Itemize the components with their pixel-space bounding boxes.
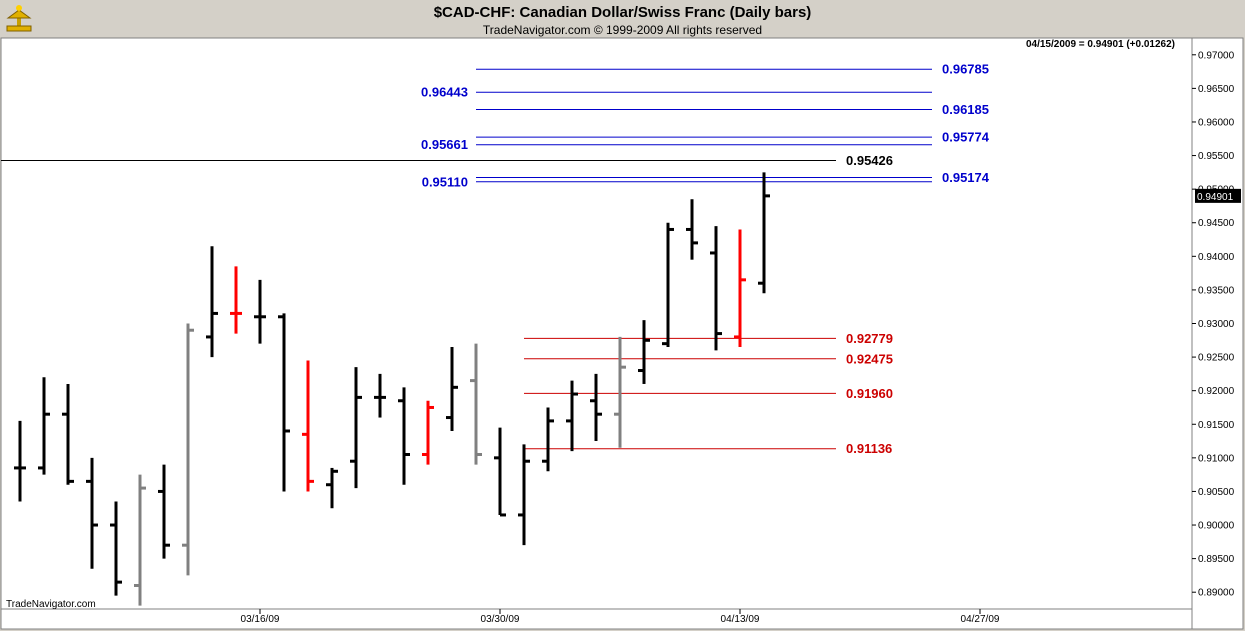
price-level-label: 0.92475 xyxy=(846,351,893,366)
y-tick-label: 0.94500 xyxy=(1198,218,1235,229)
price-level-label: 0.95110 xyxy=(422,174,468,189)
y-tick-label: 0.95500 xyxy=(1198,151,1235,162)
y-tick-label: 0.92000 xyxy=(1198,386,1235,397)
ohlc-bar xyxy=(38,377,50,475)
chart-title: $CAD-CHF: Canadian Dollar/Swiss Franc (D… xyxy=(433,4,812,21)
ohlc-bar xyxy=(470,343,482,465)
price-level-label: 0.96785 xyxy=(942,62,989,77)
price-level-label: 0.92779 xyxy=(846,331,893,346)
ohlc-bar xyxy=(14,420,26,502)
ohlc-bar xyxy=(710,226,722,351)
price-bars xyxy=(14,172,770,606)
y-tick-label: 0.96500 xyxy=(1198,84,1235,95)
price-levels: 0.96785 0.96443 0.96185 0.95774 0.95661 0.954… xyxy=(1,62,990,456)
y-axis-area xyxy=(1191,37,1244,630)
last-price-label: 0.94901 xyxy=(1197,192,1234,203)
ohlc-bar xyxy=(62,383,74,485)
ohlc-bar xyxy=(182,323,194,576)
ohlc-bar xyxy=(494,427,506,517)
ohlc-bar xyxy=(590,373,602,442)
ohlc-bar xyxy=(662,222,674,348)
y-tick-label: 0.96000 xyxy=(1198,117,1235,128)
price-level-label: 0.96185 xyxy=(942,102,989,117)
price-level-label: 0.91136 xyxy=(846,441,892,456)
last-price-marker: 0.94901 xyxy=(1195,188,1241,203)
ohlc-bar xyxy=(638,320,650,384)
ohlc-bar xyxy=(302,360,314,492)
ohlc-bar xyxy=(734,229,746,348)
ohlc-bar xyxy=(86,457,98,569)
y-tick-label: 0.92500 xyxy=(1198,353,1235,364)
ohlc-bar xyxy=(518,444,530,546)
status-readout: 04/15/2009 = 0.94901 (+0.01262) xyxy=(1026,39,1175,50)
ohlc-bar xyxy=(398,387,410,485)
y-tick-label: 0.93000 xyxy=(1198,319,1235,330)
y-tick-label: 0.94000 xyxy=(1198,252,1235,263)
price-level-label: 0.91960 xyxy=(846,386,893,401)
y-tick-label: 0.93500 xyxy=(1198,285,1235,296)
x-tick-label: 04/27/09 xyxy=(961,614,1000,625)
y-tick-label: 0.90000 xyxy=(1198,521,1235,532)
ohlc-bar xyxy=(422,400,434,465)
ohlc-bar xyxy=(758,172,770,294)
x-axis-area xyxy=(0,608,1193,630)
y-tick-label: 0.91500 xyxy=(1198,420,1235,431)
ohlc-bar xyxy=(158,464,170,559)
ohlc-bar xyxy=(254,279,266,344)
y-axis-ticks: 0.89000 0.89500 0.90000 0.90500 0.91000 0.915… xyxy=(1192,50,1235,599)
ohlc-bar xyxy=(110,501,122,596)
ohlc-bar xyxy=(278,313,290,492)
last-price-box xyxy=(1195,188,1241,203)
ohlc-bar xyxy=(542,407,554,472)
price-level-label: 0.96443 xyxy=(421,85,468,100)
ohlc-bar xyxy=(326,467,338,509)
price-level-label: 0.95426 xyxy=(846,153,893,168)
y-tick-label: 0.89000 xyxy=(1198,588,1235,599)
x-axis-ticks: 03/16/09 03/30/09 04/13/09 04/27/09 xyxy=(241,609,1000,625)
trade-navigator-logo-icon xyxy=(6,5,32,32)
price-level-label: 0.95661 xyxy=(421,137,468,152)
y-tick-label: 0.90500 xyxy=(1198,487,1235,498)
chart-copyright: TradeNavigator.com © 1999-2009 All right… xyxy=(482,23,763,37)
ohlc-bar xyxy=(686,199,698,260)
x-tick-label: 03/16/09 xyxy=(241,614,280,625)
ohlc-bar xyxy=(206,246,218,358)
ohlc-bar xyxy=(614,336,626,448)
ohlc-bar xyxy=(446,347,458,431)
price-level-label: 0.95774 xyxy=(942,130,990,145)
price-level-label: 0.95174 xyxy=(942,170,990,185)
ohlc-bar xyxy=(230,266,242,334)
x-tick-label: 03/30/09 xyxy=(481,614,520,625)
ohlc-bar xyxy=(350,367,362,489)
plot-area xyxy=(0,37,1193,610)
x-tick-label: 04/13/09 xyxy=(721,614,760,625)
y-tick-label: 0.91000 xyxy=(1198,453,1235,464)
watermark: TradeNavigator.com xyxy=(6,599,96,610)
ohlc-bar xyxy=(134,474,146,606)
ohlc-bar xyxy=(374,373,386,418)
y-tick-label: 0.89500 xyxy=(1198,554,1235,565)
ohlc-bar xyxy=(566,380,578,452)
y-tick-label: 0.95000 xyxy=(1198,185,1235,196)
y-tick-label: 0.97000 xyxy=(1198,50,1235,61)
